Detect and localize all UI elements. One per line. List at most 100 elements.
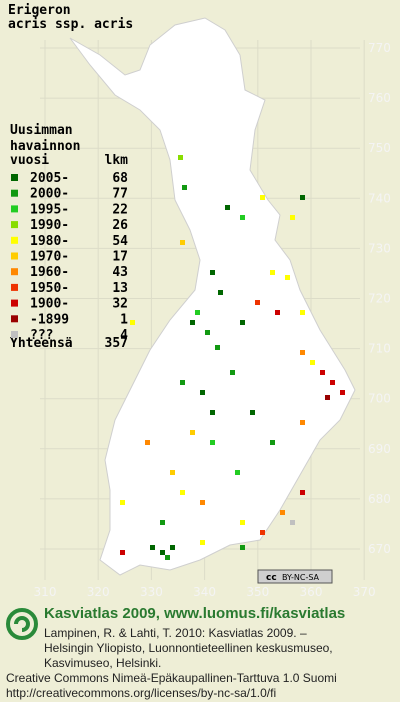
y-grid-label: 670 [368,542,391,556]
badge-cc: cc [266,573,277,583]
legend-swatch [11,189,18,197]
species-name: Erigeron [8,3,71,18]
legend-heading: Uusimman [10,123,73,138]
legend-label: 1980- [30,234,69,249]
count-heading: lkm [105,153,129,168]
legend-count: 32 [112,297,128,312]
observation-squares [120,155,345,560]
observation-square [330,380,335,385]
observation-square [300,195,305,200]
y-grid-label: 720 [368,292,391,306]
citation: Kasvimuseo, Helsinki. [44,656,161,670]
observation-square [240,215,245,220]
observation-square [290,215,295,220]
footer-title: Kasviatlas 2009, www.luomus.fi/kasviatla… [44,605,345,622]
x-grid-label: 320 [87,585,110,599]
badge-box [257,569,333,584]
license: Creative Commons Nimeä-Epäkaupallinen-Ta… [6,671,337,685]
license-url: http://creativecommons.org/licenses/by-n… [6,686,276,700]
observation-square [340,390,345,395]
observation-square [210,440,215,445]
y-grid-label: 710 [368,342,391,356]
y-grid-label: 690 [368,442,391,456]
observation-square [150,545,155,550]
legend-count: 77 [112,187,128,202]
observation-square [290,520,295,525]
observation-square [165,555,170,560]
legend-swatch [11,283,18,291]
x-grid-label: 310 [34,585,57,599]
badge-text: BY-NC-SA [282,573,320,582]
legend-heading: havainnon [10,139,80,154]
observation-square [195,310,200,315]
footer: Kasviatlas 2009, www.luomus.fi/kasviatla… [6,605,345,700]
legend-count: 26 [112,218,128,233]
observation-square [160,550,165,555]
observation-square [240,320,245,325]
y-grid-label: 680 [368,492,391,506]
x-grid-label: 330 [140,585,163,599]
legend: Erigeron acris ssp. acris Uusimman havai… [8,3,133,351]
y-grid-label: 730 [368,241,391,255]
license-badge: cc BY-NC-SA [257,569,333,584]
legend-count: 1 [120,312,128,327]
y-grid-label: 750 [368,141,391,155]
legend-label: ??? [30,328,53,343]
y-grid-label: 760 [368,91,391,105]
legend-swatch [11,236,18,244]
y-grid-label: 740 [368,191,391,205]
legend-count: 43 [112,265,128,280]
observation-square [230,370,235,375]
observation-square [275,310,280,315]
observation-square [180,380,185,385]
observation-square [320,370,325,375]
observation-square [190,320,195,325]
legend-count: 13 [112,281,128,296]
observation-square [200,540,205,545]
observation-square [120,550,125,555]
observation-square [310,360,315,365]
x-grid-label: 360 [300,585,323,599]
observation-square [325,395,330,400]
observation-square [218,290,223,295]
observation-square [300,490,305,495]
legend-heading: vuosi [10,153,49,168]
observation-square [235,470,240,475]
observation-square [255,300,260,305]
y-grid-label: 770 [368,41,391,55]
observation-square [170,470,175,475]
legend-label: 1970- [30,250,69,265]
observation-square [240,545,245,550]
legend-label: 1960- [30,265,69,280]
observation-square [160,520,165,525]
observation-square [145,440,150,445]
legend-label: 2000- [30,187,69,202]
legend-label: 1900- [30,297,69,312]
total-label: Yhteensä [10,336,73,351]
legend-swatch [11,205,18,213]
x-grid-label: 340 [193,585,216,599]
citation: Lampinen, R. & Lahti, T. 2010: Kasviatla… [44,626,307,640]
observation-square [182,185,187,190]
observation-square [205,330,210,335]
observation-square [260,195,265,200]
observation-square [210,410,215,415]
observation-square [180,240,185,245]
legend-label: 1950- [30,281,69,296]
legend-swatch [11,315,18,323]
x-grid-label: 370 [353,585,376,599]
legend-swatch [11,252,18,260]
observation-square [270,440,275,445]
observation-square [170,545,175,550]
observation-square [285,275,290,280]
legend-swatch [11,331,18,338]
observation-square [190,430,195,435]
citation: Helsingin Yliopisto, Luonnontieteellinen… [44,641,333,655]
logo [6,608,38,640]
legend-count: 22 [112,202,128,217]
species-subname: acris ssp. acris [8,17,133,32]
observation-square [210,270,215,275]
y-grid-label: 700 [368,392,391,406]
observation-square [260,530,265,535]
observation-square [178,155,183,160]
